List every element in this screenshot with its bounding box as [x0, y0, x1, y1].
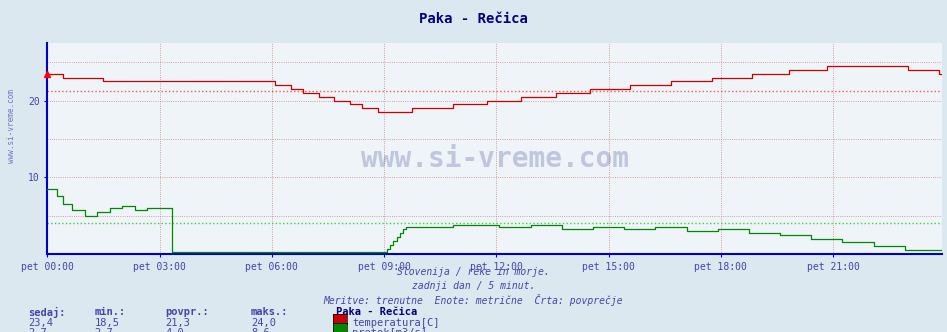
Text: 2,7: 2,7 [28, 328, 47, 332]
Text: 2,7: 2,7 [95, 328, 114, 332]
Text: min.:: min.: [95, 307, 126, 317]
Text: 21,3: 21,3 [166, 318, 190, 328]
Text: maks.:: maks.: [251, 307, 289, 317]
Text: www.si-vreme.com: www.si-vreme.com [7, 89, 16, 163]
Text: Slovenija / reke in morje.: Slovenija / reke in morje. [397, 267, 550, 277]
Text: www.si-vreme.com: www.si-vreme.com [361, 145, 629, 173]
Text: 4,0: 4,0 [166, 328, 185, 332]
Text: povpr.:: povpr.: [166, 307, 209, 317]
Text: 8,6: 8,6 [251, 328, 270, 332]
Text: pretok[m3/s]: pretok[m3/s] [352, 328, 427, 332]
Text: sedaj:: sedaj: [28, 307, 66, 318]
Text: 23,4: 23,4 [28, 318, 53, 328]
Text: zadnji dan / 5 minut.: zadnji dan / 5 minut. [412, 281, 535, 290]
Text: Paka - Rečica: Paka - Rečica [420, 12, 527, 26]
Text: temperatura[C]: temperatura[C] [352, 318, 439, 328]
Text: 18,5: 18,5 [95, 318, 119, 328]
Text: Meritve: trenutne  Enote: metrične  Črta: povprečje: Meritve: trenutne Enote: metrične Črta: … [324, 294, 623, 306]
Text: Paka - Rečica: Paka - Rečica [336, 307, 418, 317]
Text: 24,0: 24,0 [251, 318, 276, 328]
